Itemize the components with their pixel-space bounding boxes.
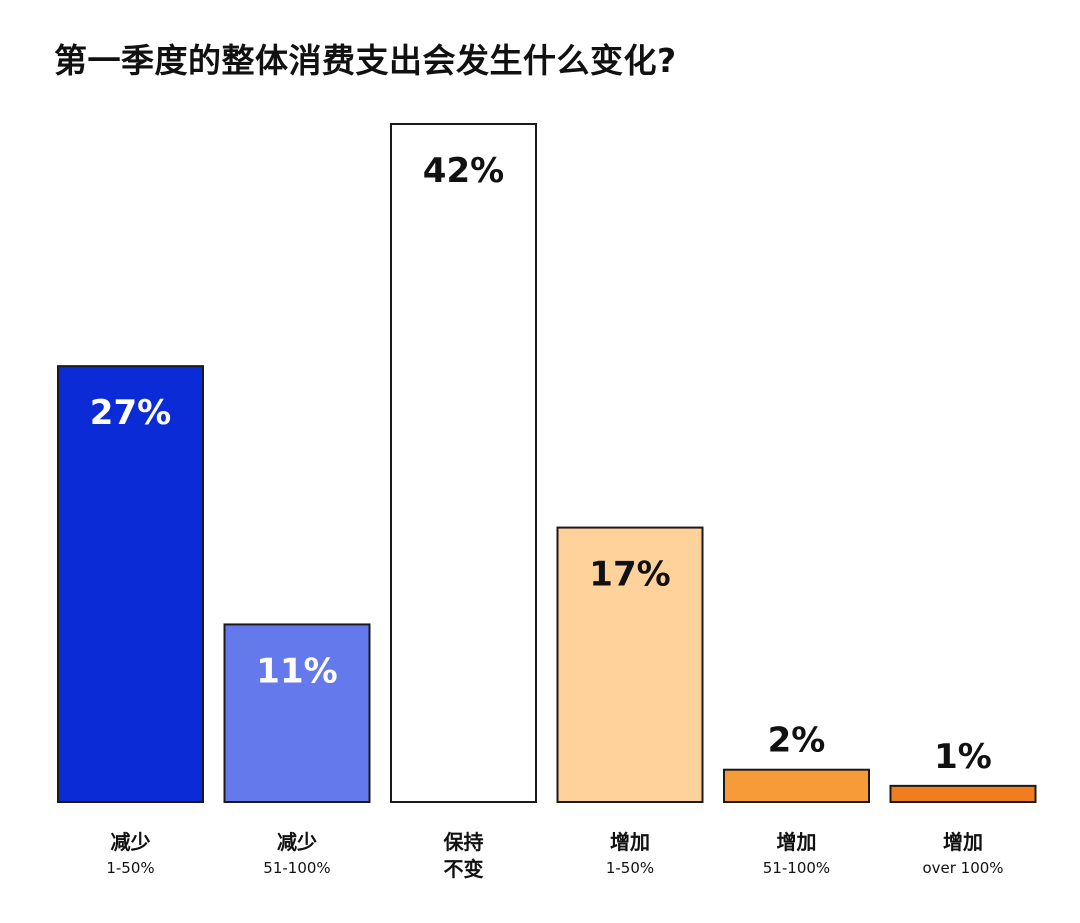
- bar-1: [223, 623, 371, 804]
- bar-0: [57, 365, 204, 803]
- category-label-sub-4: 51-100%: [763, 859, 830, 877]
- category-label-main-4: 增加: [777, 830, 817, 854]
- category-label-main-3: 增加: [610, 830, 650, 854]
- bar-2: [390, 123, 537, 803]
- category-label-sub-5: over 100%: [922, 859, 1003, 877]
- category-label-main-1: 减少: [277, 830, 317, 854]
- bars-group: [57, 123, 1037, 804]
- category-label-sub-0: 1-50%: [106, 859, 154, 877]
- category-label-sub-3: 1-50%: [606, 859, 654, 877]
- bar-4: [723, 768, 870, 804]
- bar-value-label-4: 2%: [768, 721, 826, 761]
- bar-value-label-3: 17%: [589, 555, 670, 595]
- bar-value-label-5: 1%: [934, 737, 992, 777]
- bar-5: [889, 784, 1037, 803]
- category-label-sub-2: 不变: [444, 857, 484, 881]
- category-label-main-2: 保持: [443, 830, 484, 854]
- category-label-main-0: 减少: [111, 830, 151, 854]
- bar-3: [556, 526, 704, 803]
- bar-value-label-2: 42%: [423, 151, 504, 191]
- chart-title: 第一季度的整体消费支出会发生什么变化?: [54, 41, 677, 80]
- bar-value-label-0: 27%: [90, 393, 171, 433]
- bar-value-label-1: 11%: [256, 651, 337, 691]
- category-label-main-5: 增加: [943, 830, 983, 854]
- value-labels-group: 27% 11% 42% 17% 2% 1%: [90, 151, 992, 777]
- category-label-sub-1: 51-100%: [263, 859, 330, 877]
